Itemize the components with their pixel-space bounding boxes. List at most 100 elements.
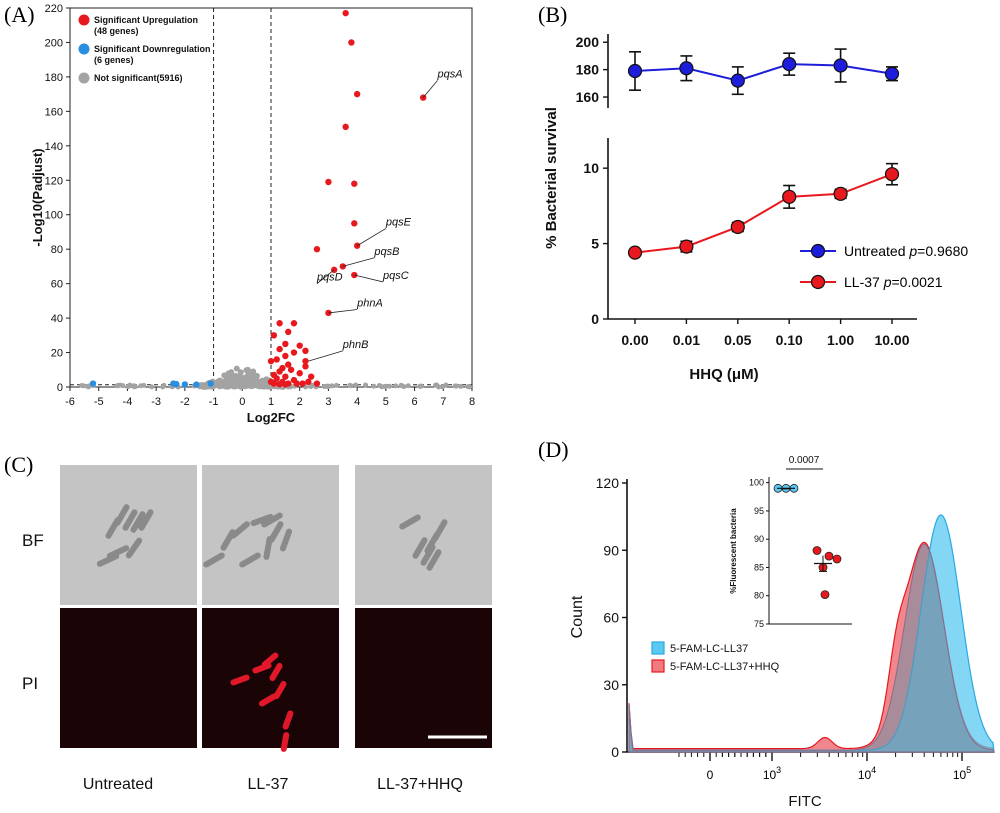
up-point — [285, 328, 292, 336]
up-point — [302, 363, 309, 370]
ns-point — [81, 383, 87, 389]
ns-point — [453, 383, 459, 389]
y-tick-label: 0 — [611, 744, 619, 760]
ns-point — [443, 382, 449, 388]
legend-label: 5-FAM-LC-LL37+HHQ — [670, 661, 780, 673]
y-tick-label: 60 — [51, 279, 63, 291]
histogram-overlap — [628, 543, 995, 753]
x-tick-label: 4 — [354, 396, 360, 408]
up-point — [276, 368, 283, 375]
ns-point — [260, 382, 266, 388]
y-tick-label: 100 — [45, 210, 63, 222]
ns-point — [399, 383, 405, 389]
x-tick-label: -5 — [94, 396, 104, 408]
volcano-plot: -6 -5 -4 -3 -2 -1 0 1 2 3 4 5 6 7 80204060801001201401… — [30, 3, 475, 425]
pi-stained-bacterium — [269, 662, 283, 682]
pi-stained-bacterium — [280, 732, 290, 752]
ns-point — [353, 382, 359, 388]
gene-leader-line — [342, 257, 375, 267]
ns-point — [226, 384, 232, 390]
data-point — [679, 61, 694, 76]
inset-y-tick-label: 95 — [754, 506, 764, 516]
x-tick-label: 105 — [953, 765, 971, 782]
ns-point — [125, 384, 131, 390]
legend-label: (6 genes) — [94, 55, 134, 65]
up-point — [290, 320, 298, 327]
y-tick-label: 180 — [45, 72, 63, 84]
x-tick-label: 104 — [858, 765, 876, 782]
y-tick-label: 80 — [51, 244, 63, 256]
up-point — [276, 320, 283, 327]
down-point — [193, 381, 200, 388]
x-axis-label: HHQ (μM) — [689, 366, 758, 383]
up-point — [296, 342, 303, 349]
column-label: Untreated — [83, 776, 153, 793]
ns-point — [348, 383, 354, 389]
up-point — [282, 340, 289, 348]
y-tick-label: 20 — [51, 348, 63, 360]
x-tick-label: 0.00 — [621, 332, 648, 348]
legend-label: Significant Upregulation — [94, 15, 198, 25]
column-label: LL-37 — [248, 776, 289, 793]
panel-letter-d: (D) — [538, 437, 569, 462]
ns-point — [309, 382, 315, 388]
up-point — [353, 90, 361, 98]
flow-histogram: 0 30 60 90 120 Count FITC 0 103 104 105 5-FAM-LC-LL… — [569, 455, 995, 810]
brightfield-image — [60, 465, 197, 605]
pi-stained-bacterium — [282, 710, 294, 730]
legend-marker — [810, 243, 826, 259]
bacterium — [125, 537, 143, 559]
ns-point — [254, 382, 261, 389]
down-point — [181, 381, 189, 388]
up-point — [270, 332, 278, 339]
x-tick-label: 7 — [440, 396, 446, 408]
bacterium — [96, 553, 120, 567]
legend-label: LL-37 p=0.0021 — [844, 274, 943, 290]
inset-y-tick-label: 100 — [749, 478, 764, 488]
panel-letter-b: (B) — [538, 2, 567, 27]
ns-point — [131, 383, 137, 389]
ns-point — [84, 383, 90, 389]
up-point — [308, 373, 315, 380]
bacterium — [263, 536, 273, 560]
pi-stained-bacterium — [258, 693, 278, 707]
bacterium — [424, 532, 440, 554]
x-tick-label: 1 — [268, 396, 274, 408]
gene-leader-line — [328, 309, 358, 314]
up-point — [348, 39, 355, 46]
up-point — [293, 380, 301, 387]
data-point — [679, 239, 694, 254]
up-point — [282, 373, 289, 380]
up-point — [302, 347, 309, 355]
bacterium — [203, 552, 225, 568]
down-point — [89, 380, 97, 387]
ns-point — [229, 376, 236, 383]
data-point — [627, 245, 643, 260]
inset-y-tick-label: 90 — [754, 534, 764, 544]
x-tick-label: 6 — [412, 396, 418, 408]
ns-point — [242, 374, 249, 381]
panel-letter-a: (A) — [4, 2, 35, 27]
y-tick-label: 160 — [45, 106, 63, 118]
legend-swatch — [78, 72, 90, 84]
x-tick-label: -2 — [180, 396, 190, 408]
inset-y-tick-label: 75 — [754, 619, 764, 629]
legend-swatch — [651, 641, 665, 655]
gene-label: pqsD — [316, 272, 343, 284]
y-tick-label: 90 — [603, 542, 619, 558]
ns-point — [436, 384, 442, 390]
inset-y-tick-label: 85 — [754, 562, 764, 572]
up-point — [325, 309, 332, 317]
data-point — [833, 186, 848, 201]
bacterium — [420, 544, 436, 566]
y-tick-label: 140 — [45, 141, 63, 153]
gene-leader-line — [422, 80, 438, 98]
data-point — [730, 219, 745, 235]
inset-point — [824, 551, 834, 561]
legend-swatch — [78, 14, 90, 26]
ns-point — [225, 378, 232, 385]
up-point — [351, 271, 358, 279]
bacterium — [412, 537, 428, 559]
ns-point — [247, 383, 253, 389]
gene-label: pqsA — [437, 68, 463, 80]
